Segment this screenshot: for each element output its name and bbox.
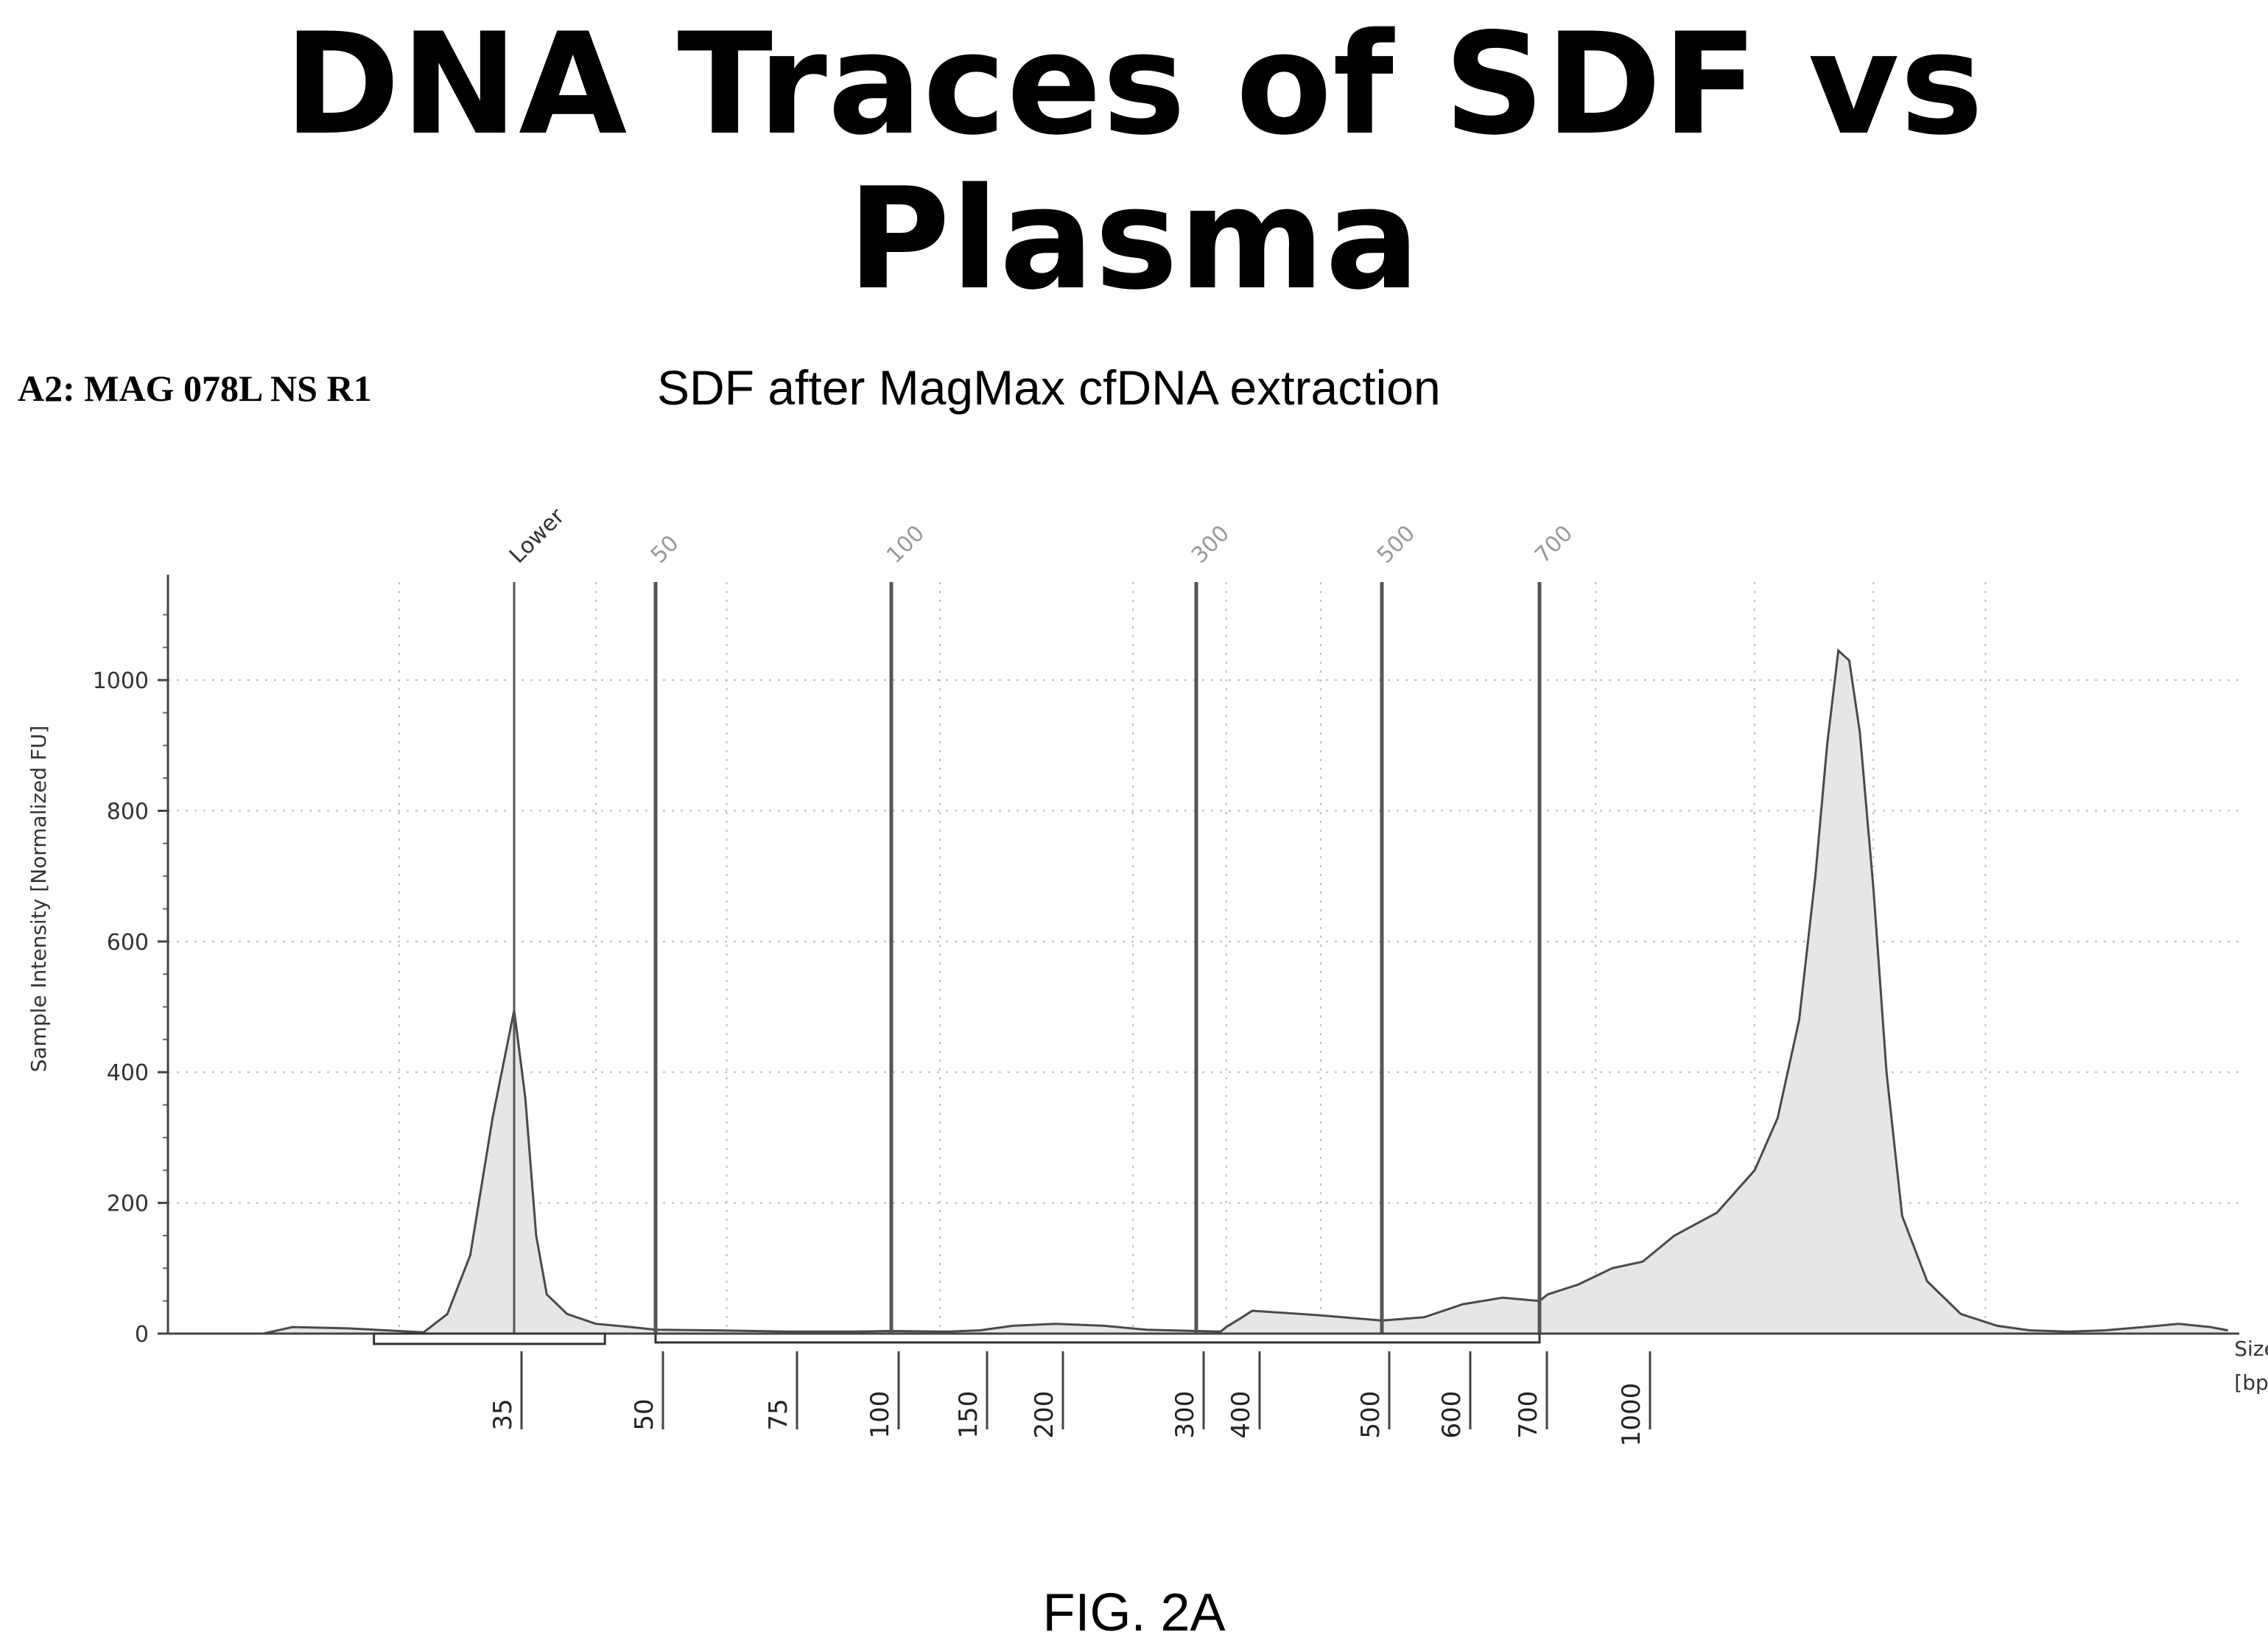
marker-label: Lower <box>505 503 570 569</box>
axis-layer: 0 200 400 600 800 1000 <box>93 575 2239 1348</box>
ladder-label: 150 <box>954 1391 983 1439</box>
y-tick-label: 800 <box>107 799 149 824</box>
marker-label: 500 <box>1372 520 1420 568</box>
ladder-label: 100 <box>866 1391 895 1439</box>
ladder-label: 700 <box>1514 1391 1543 1439</box>
ladder-label: 200 <box>1030 1391 1059 1439</box>
trace-line <box>168 648 2228 1335</box>
y-tick-label: 1000 <box>93 668 149 694</box>
ladder-label: 50 <box>630 1398 659 1430</box>
x-axis-title: Size <box>2234 1337 2268 1361</box>
marker-label: 50 <box>646 530 684 569</box>
x-axis-unit: [bp] <box>2234 1370 2268 1395</box>
marker-label: 700 <box>1530 520 1578 568</box>
marker-label: 300 <box>1187 520 1235 568</box>
page-title: DNA Traces of SDF vs Plasma <box>284 3 1984 321</box>
ladder-label: 35 <box>488 1398 518 1430</box>
region-bracket <box>654 1334 1541 1344</box>
ladder-layer: 35 50 75 100 150 200 300 400 500 600 700 1000 <box>488 1351 1651 1447</box>
marker-label: 100 <box>882 520 930 568</box>
ladder-label: 600 <box>1437 1391 1467 1439</box>
y-tick-label: 0 <box>135 1322 149 1348</box>
y-tick-label: 600 <box>107 930 149 956</box>
ladder-label: 75 <box>764 1398 793 1430</box>
marker-layer: Lower 50 100 300 500 700 <box>505 503 1578 1334</box>
ladder-label: 1000 <box>1617 1383 1646 1447</box>
y-axis-title: Sample Intensity [Normalized FU] <box>27 726 51 1073</box>
chart-subtitle: SDF after MagMax cfDNA extraction <box>657 360 1441 415</box>
ladder-label: 300 <box>1170 1391 1200 1439</box>
figure-label: FIG. 2A <box>1042 1583 1226 1642</box>
sample-id-label: A2: MAG 078L NS R1 <box>18 368 372 409</box>
y-tick-label: 400 <box>107 1060 149 1086</box>
ladder-label: 400 <box>1226 1391 1256 1439</box>
trace-area <box>168 651 2228 1334</box>
ladder-label: 500 <box>1356 1391 1386 1439</box>
lower-marker-bracket <box>373 1332 606 1345</box>
y-tick-label: 200 <box>107 1191 149 1217</box>
